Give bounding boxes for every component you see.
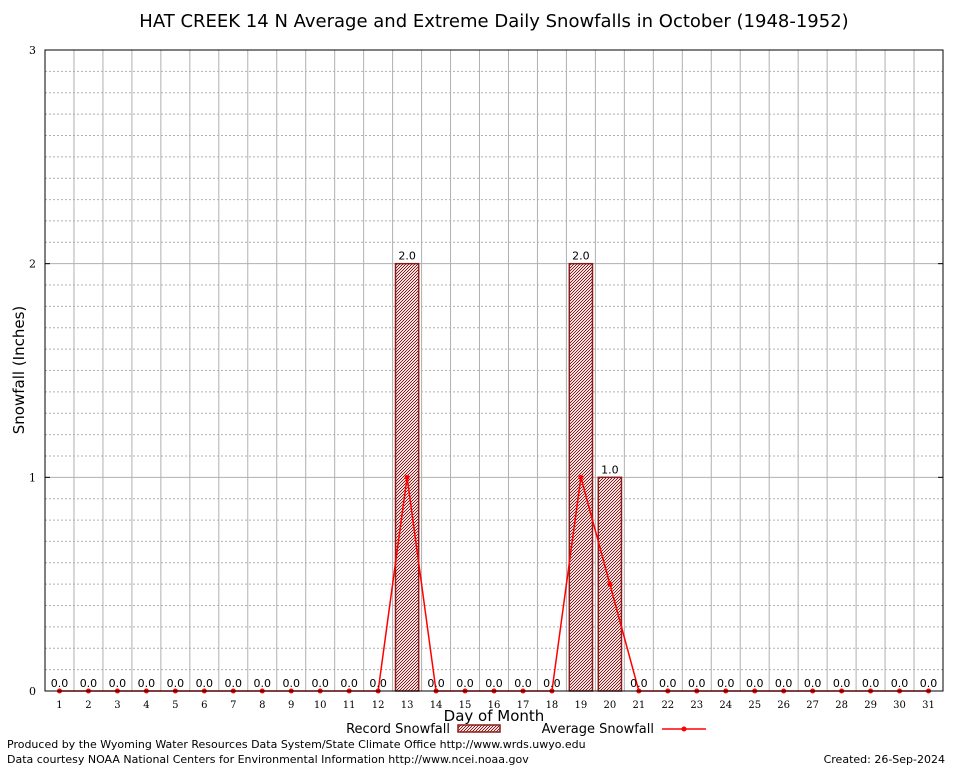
x-tick-label: 26 xyxy=(777,700,790,711)
average-point-day-13 xyxy=(404,474,410,480)
y-tick-label: 0 xyxy=(29,685,36,698)
x-tick-labels: 1 2 3 4 5 6 7 8 9 10 11 12 13 14 15 16 17 18 19 20 21 22 23 24 2… xyxy=(56,700,935,711)
x-tick-label: 27 xyxy=(806,700,819,711)
y-tick-labels: 0 1 2 3 xyxy=(29,44,943,698)
data-label-day-7: 0.0 xyxy=(225,677,243,690)
data-label-day-9: 0.0 xyxy=(282,677,300,690)
x-tick-label: 15 xyxy=(459,700,472,711)
x-tick-label: 7 xyxy=(230,700,236,711)
x-tick-label: 29 xyxy=(864,700,877,711)
average-point-day-19 xyxy=(578,474,584,480)
x-tick-label: 30 xyxy=(893,700,906,711)
x-tick-label: 20 xyxy=(604,700,617,711)
x-tick-label: 13 xyxy=(401,700,414,711)
legend-record-label: Record Snowfall xyxy=(346,722,450,737)
data-label-day-23: 0.0 xyxy=(688,677,706,690)
credit-line-1: Produced by the Wyoming Water Resources … xyxy=(7,738,586,751)
x-tick-label: 3 xyxy=(114,700,120,711)
x-tick-label: 31 xyxy=(922,700,935,711)
data-label-day-19: 2.0 xyxy=(572,250,590,263)
data-label-day-6: 0.0 xyxy=(196,677,214,690)
x-tick-label: 9 xyxy=(288,700,294,711)
y-axis-label: Snowfall (Inches) xyxy=(10,306,28,434)
average-point-day-20 xyxy=(607,581,613,587)
x-tick-label: 10 xyxy=(314,700,327,711)
legend: Record Snowfall Average Snowfall xyxy=(346,722,706,737)
y-tick-label: 1 xyxy=(29,471,36,484)
x-tick-label: 22 xyxy=(661,700,674,711)
x-tick-label: 17 xyxy=(517,700,530,711)
data-label-day-8: 0.0 xyxy=(254,677,272,690)
data-label-day-1: 0.0 xyxy=(51,677,69,690)
data-label-day-5: 0.0 xyxy=(167,677,185,690)
data-label-day-3: 0.0 xyxy=(109,677,127,690)
data-label-day-20: 1.0 xyxy=(601,463,619,476)
x-tick-label: 6 xyxy=(201,700,207,711)
data-label-day-30: 0.0 xyxy=(891,677,909,690)
data-label-day-14: 0.0 xyxy=(427,677,445,690)
x-tick-label: 25 xyxy=(748,700,761,711)
data-label-day-25: 0.0 xyxy=(746,677,764,690)
data-label-day-13: 2.0 xyxy=(398,250,416,263)
chart-title: HAT CREEK 14 N Average and Extreme Daily… xyxy=(139,11,848,32)
data-label-day-28: 0.0 xyxy=(833,677,851,690)
data-label-day-22: 0.0 xyxy=(659,677,677,690)
x-tick-label: 5 xyxy=(172,700,178,711)
x-tick-label: 12 xyxy=(372,700,385,711)
x-tick-label: 1 xyxy=(56,700,62,711)
y-tick-label: 3 xyxy=(29,44,36,57)
data-label-day-11: 0.0 xyxy=(340,677,358,690)
data-label-day-17: 0.0 xyxy=(514,677,532,690)
data-label-day-10: 0.0 xyxy=(311,677,329,690)
x-tick-label: 21 xyxy=(632,700,645,711)
data-label-day-18: 0.0 xyxy=(543,677,561,690)
x-tick-label: 16 xyxy=(488,700,501,711)
data-label-day-21: 0.0 xyxy=(630,677,648,690)
data-label-day-27: 0.0 xyxy=(804,677,822,690)
legend-average-label: Average Snowfall xyxy=(542,722,654,737)
x-tick-label: 28 xyxy=(835,700,848,711)
x-tick-label: 23 xyxy=(690,700,703,711)
x-axis-label: Day of Month xyxy=(444,707,545,725)
data-label-day-31: 0.0 xyxy=(920,677,938,690)
data-label-day-12: 0.0 xyxy=(369,677,387,690)
plot-frame xyxy=(44,49,944,692)
legend-record-swatch xyxy=(457,724,501,733)
x-tick-label: 2 xyxy=(85,700,91,711)
data-label-day-26: 0.0 xyxy=(775,677,793,690)
data-label-day-24: 0.0 xyxy=(717,677,735,690)
data-label-day-16: 0.0 xyxy=(485,677,503,690)
x-tick-label: 4 xyxy=(143,700,149,711)
x-tick-label: 11 xyxy=(343,700,356,711)
x-tick-label: 18 xyxy=(546,700,559,711)
created-date: Created: 26-Sep-2024 xyxy=(823,753,945,766)
data-label-day-29: 0.0 xyxy=(862,677,880,690)
x-tick-label: 19 xyxy=(575,700,588,711)
x-tick-label: 8 xyxy=(259,700,265,711)
data-labels: 0.0 0.0 0.0 0.0 0.0 0.0 0.0 0.0 0.0 0.0 0.0 0.0 2.0 0… xyxy=(51,250,938,690)
data-label-day-2: 0.0 xyxy=(80,677,98,690)
credit-line-2: Data courtesy NOAA National Centers for … xyxy=(7,753,529,766)
legend-average-marker xyxy=(681,726,687,732)
data-label-day-15: 0.0 xyxy=(456,677,474,690)
x-tick-label: 14 xyxy=(430,700,443,711)
y-tick-label: 2 xyxy=(29,258,36,271)
data-label-day-4: 0.0 xyxy=(138,677,156,690)
x-tick-label: 24 xyxy=(719,700,732,711)
